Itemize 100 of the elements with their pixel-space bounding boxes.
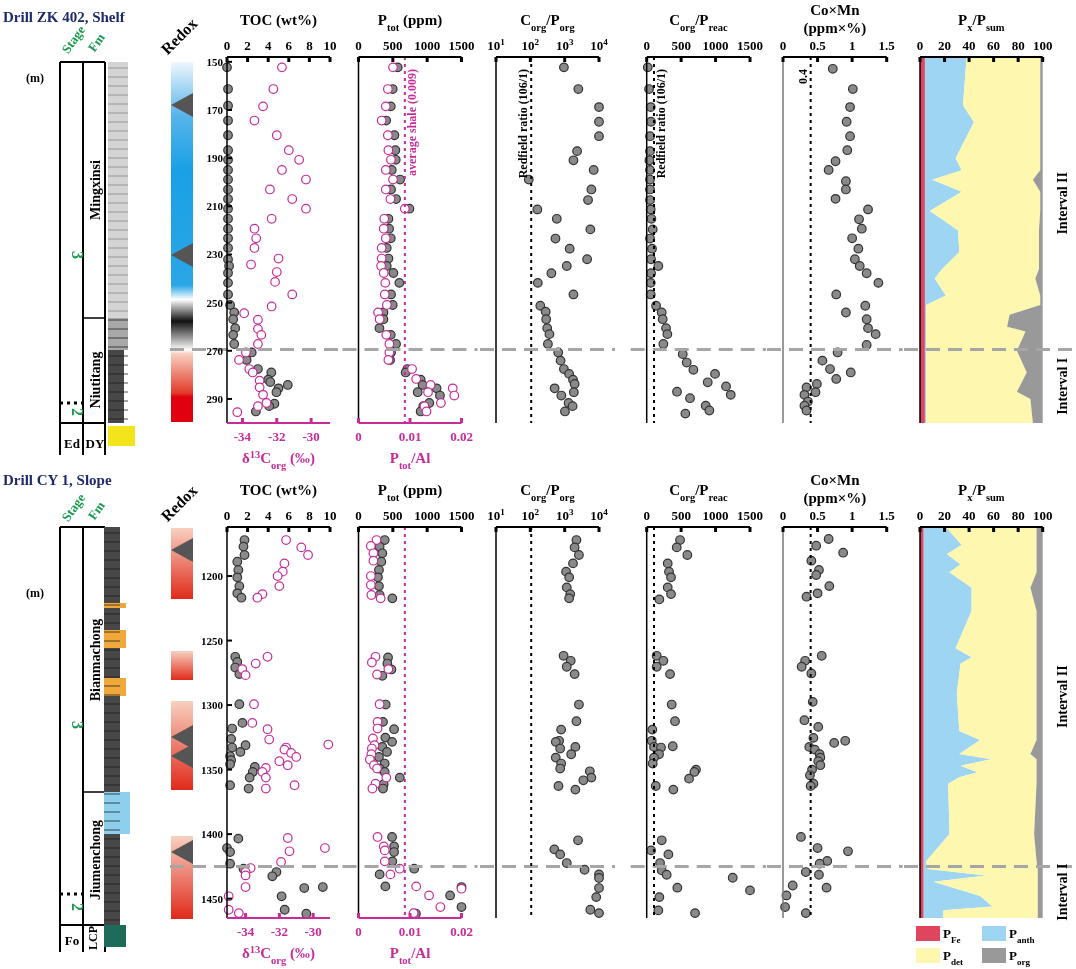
y-tick-label: 1400 [201,828,224,841]
x-tick-label: 40 [962,38,976,53]
x-tick-label: 0.5 [809,508,827,523]
text: Interval I [1055,863,1070,921]
x-tick-label: 1.5 [878,38,896,53]
x-axis-title: P$_{tot}$/Al [389,450,431,471]
x-tick-label: 1000 [702,38,729,53]
x-tick-label: 500 [671,38,691,53]
chart-title: Co×Mn [810,472,861,488]
x-tick-label: -32 [270,924,289,939]
x-axis-title: δ$^{13}$C$_{org}$ (‰) [241,448,316,471]
x-tick-label: 80 [1011,38,1025,53]
x-tick-label: 80 [1011,508,1025,523]
text: Jiumenchong [88,819,103,901]
x2-tick-label: 8 [306,38,314,53]
y-tick-label: 1250 [201,634,224,647]
chart-subtitle: (ppm×%) [803,490,867,507]
x-tick-label: 0 [916,508,924,523]
x2-tick-label: 2 [244,508,251,523]
x2-axis-title: P$_{tot}$ (ppm) [377,12,443,33]
y-tick-label: 150 [206,55,224,68]
x2-axis-title: TOC (wt%) [240,12,317,29]
text: Fm [84,30,108,55]
x2-tick-label: 4 [264,508,272,523]
x-tick-label: 0.02 [450,429,473,444]
x-tick-label: 500 [671,508,691,523]
x-tick-label: 0 [916,38,924,53]
x-tick-label: 1.5 [878,508,896,523]
x-tick-label: 20 [938,508,952,523]
x-tick-label: 1500 [737,508,763,523]
chart-title: C$_{org}$/P$_{org}$ [520,482,576,503]
y-tick-label: 1350 [201,763,224,776]
x-axis-title: P$_{tot}$/Al [389,945,431,966]
legend-label: P$_{anth}$ [1009,926,1035,945]
x2-axis-title: P$_{tot}$ (ppm) [377,482,443,503]
text: Bianmachong [88,618,103,702]
y-tick-label: 1200 [201,570,224,583]
y-tick-label: 230 [206,248,224,261]
chart-title: C$_{org}$/P$_{reac}$ [669,482,728,503]
chart-title: C$_{org}$/P$_{reac}$ [669,12,728,33]
y-tick-label: 190 [206,152,224,165]
x-tick-label: 0 [643,38,650,53]
legend-label: P$_{det}$ [943,948,964,967]
ref-line-label: Redfield ratio (106/1) [654,69,668,179]
text: Interval II [1055,665,1070,728]
chart-title: C$_{org}$/P$_{org}$ [520,12,576,33]
ref-line-label: 0.4 [795,69,810,84]
x2-tick-label: 10 [323,38,337,53]
x-tick-label: 10$^{1}$ [487,507,506,523]
text: Mingxinsi [88,159,103,220]
legend-label: P$_{Fe}$ [943,926,961,945]
x-tick-label: 0 [779,38,787,53]
x-tick-label: 20 [938,38,952,53]
y-tick-label: 1300 [201,699,224,712]
x-tick-label: 0.01 [398,924,422,939]
text: Ed [64,436,81,451]
x-tick-label: 1 [848,38,856,53]
x-tick-label: 10$^{2}$ [521,37,540,53]
x2-tick-label: 6 [285,38,293,53]
chart-title: P$_{x}$/P$_{sum}$ [958,482,1005,503]
chart-subtitle: (ppm×%) [803,20,867,37]
x-tick-label: 10$^{2}$ [521,507,540,523]
text: Niutitang [88,351,103,409]
x-tick-label: 60 [987,38,1001,53]
x-tick-label: -34 [236,924,255,939]
text: (m) [26,71,44,85]
x-tick-label: 60 [987,508,1001,523]
x2-tick-label: 10 [323,508,337,523]
chart-title: Co×Mn [810,2,861,18]
x-tick-label: 0 [779,508,787,523]
text: Fo [64,933,80,948]
x-tick-label: -30 [302,429,320,444]
x-tick-label: -34 [233,429,252,444]
y-tick-label: 270 [206,344,224,357]
text: Drill ZK 402, Shelf [3,9,126,25]
y-tick-label: 290 [206,392,224,405]
x-tick-label: -30 [304,924,322,939]
text: Interval I [1055,357,1070,415]
x-tick-label: 0 [643,508,650,523]
x-tick-label: 10$^{4}$ [590,37,609,53]
text: Drill CY 1, Slope [3,472,112,488]
x-tick-label: 1500 [737,38,763,53]
text: Fm [84,498,108,523]
x-tick-label: 0.01 [398,429,422,444]
x-tick-label: 10$^{3}$ [555,37,574,53]
text: 3 [69,251,86,259]
x-tick-label: 100 [1032,38,1053,53]
x-tick-label: 10$^{3}$ [555,507,574,523]
x-tick-label: 40 [962,508,976,523]
ref-line-label: Redfield ratio (106/1) [516,69,531,179]
x-axis-title: δ$^{13}$C$_{org}$ (‰) [241,943,316,966]
x-tick-label: 100 [1032,508,1053,523]
x-tick-label: 1000 [702,508,729,523]
x2-tick-label: 8 [306,508,314,523]
text: 2 [69,408,86,416]
x-tick-label: 10$^{1}$ [487,37,506,53]
text: 2 [69,903,86,911]
text: DY [85,436,105,451]
text: LCP [86,926,100,950]
legend-label: P$_{org}$ [1009,948,1031,967]
